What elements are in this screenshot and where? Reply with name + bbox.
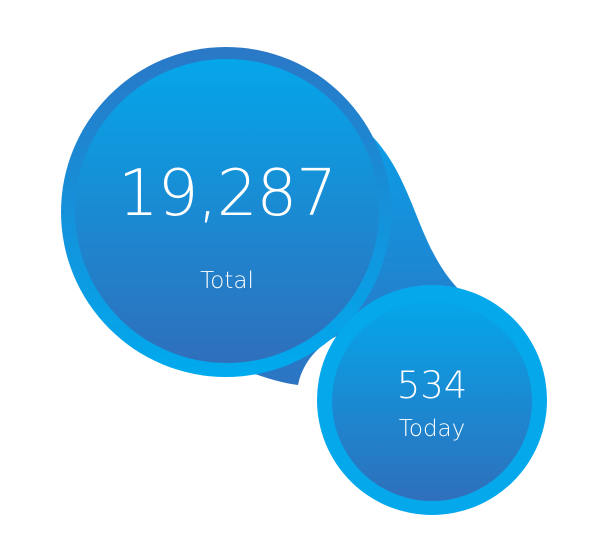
total-value: 19,287 — [118, 157, 337, 231]
total-stat: 19,287 Total — [63, 47, 391, 375]
today-value: 534 — [396, 363, 468, 407]
today-inner-circle — [332, 301, 532, 501]
total-inner-circle — [75, 59, 379, 363]
today-label: Today — [398, 415, 466, 442]
today-stat: 534 Today — [323, 292, 541, 510]
total-label: Total — [200, 268, 254, 294]
